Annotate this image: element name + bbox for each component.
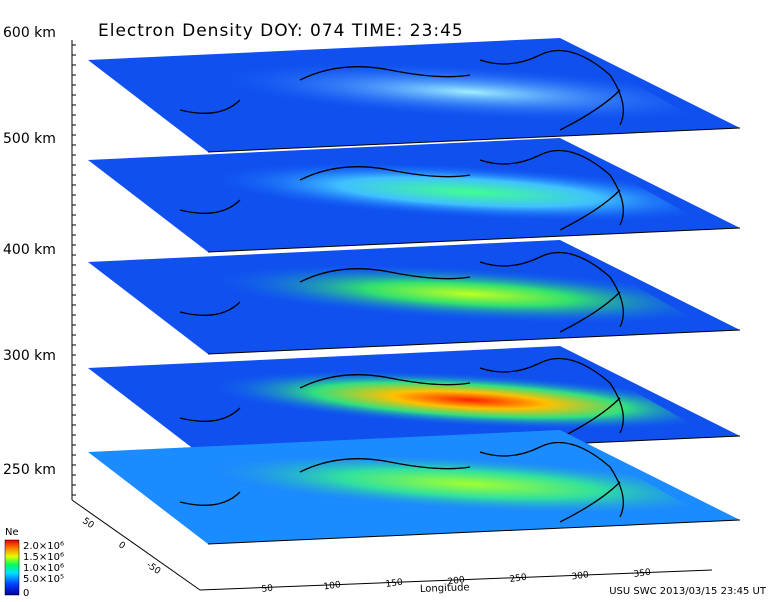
slab-edge bbox=[207, 227, 741, 253]
coastline bbox=[179, 149, 624, 231]
longitude-tick-label: 150 bbox=[385, 578, 404, 590]
density-slab bbox=[88, 38, 741, 153]
title: Electron Density DOY: 074 TIME: 23:45 bbox=[98, 21, 464, 41]
altitude-label: 500 km bbox=[3, 131, 56, 147]
density-slab bbox=[88, 138, 741, 253]
colorbar-label: 5.0×10⁵ bbox=[23, 574, 64, 585]
colorbar-label: 0 bbox=[23, 588, 29, 599]
longitude-axis bbox=[199, 569, 713, 591]
coastline bbox=[179, 441, 624, 523]
longitude-tick-label: 350 bbox=[633, 568, 652, 580]
altitude-label: 600 km bbox=[3, 25, 56, 41]
latitude-tick-label: 50 bbox=[80, 516, 95, 531]
colorbar-label: 1.5×10⁶ bbox=[23, 552, 64, 563]
longitude-tick-label: 50 bbox=[261, 583, 274, 595]
colorbar-title: Ne bbox=[5, 527, 19, 538]
coastline bbox=[179, 49, 624, 131]
density-slab bbox=[88, 346, 741, 461]
altitude-label: 400 km bbox=[3, 242, 56, 258]
coastline bbox=[179, 251, 624, 333]
latitude-tick-label: 0 bbox=[116, 540, 127, 552]
colorbar bbox=[4, 539, 20, 596]
altitude-label: 300 km bbox=[3, 348, 56, 364]
colorbar-label: 2.0×10⁶ bbox=[23, 541, 64, 552]
latitude-axis bbox=[71, 499, 201, 591]
longitude-tick-label: 300 bbox=[571, 570, 590, 582]
slab-edge bbox=[207, 329, 741, 355]
latitude-tick-label: -50 bbox=[144, 560, 162, 577]
density-slab bbox=[88, 430, 741, 545]
slab-edge bbox=[207, 519, 741, 545]
longitude-tick-label: 250 bbox=[509, 573, 528, 585]
colorbar-label: 1.0×10⁶ bbox=[23, 563, 64, 574]
longitude-tick-label: 200 bbox=[447, 575, 466, 587]
longitude-title: Longitude bbox=[420, 582, 470, 595]
density-slab bbox=[88, 240, 741, 355]
coastline bbox=[179, 357, 624, 439]
slab-edge bbox=[207, 127, 741, 153]
longitude-tick-label: 100 bbox=[323, 580, 342, 592]
footer: USU SWC 2013/03/15 23:45 UT bbox=[609, 586, 767, 597]
altitude-label: 250 km bbox=[3, 462, 56, 478]
